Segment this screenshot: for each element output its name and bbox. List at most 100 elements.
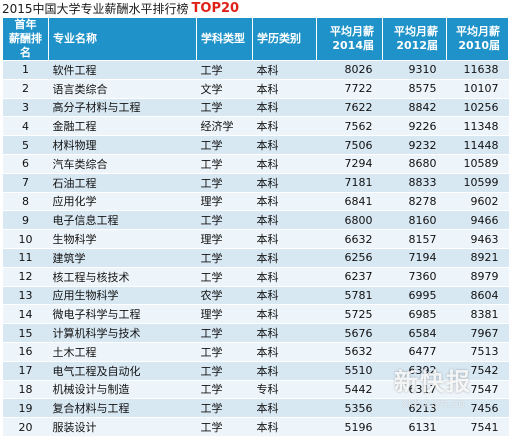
table-row: 15 计算机科学与技术 工学 本科 5676 6584 7967 [2, 323, 509, 343]
header-salary-2010-line1: 平均月薪 [456, 25, 500, 38]
table-row: 17 电气工程及自动化 工学 本科 5510 6392 7542 [2, 361, 509, 381]
header-salary-2012-line1: 平均月薪 [394, 25, 438, 38]
header-salary-2014: 平均月薪 2014届 [316, 17, 383, 61]
cell-rank: 19 [2, 398, 49, 419]
cell-salary-2010: 7456 [446, 398, 509, 419]
cell-salary-2014: 5196 [316, 417, 383, 437]
table-body: 1 软件工程 工学 本科 8026 9310 11638 2 语言类综合 文学 本科 7722 8575… [2, 60, 509, 437]
cell-rank: 4 [2, 116, 49, 137]
cell-level: 本科 [252, 98, 317, 118]
cell-salary-2012: 9232 [382, 135, 447, 155]
cell-level: 本科 [252, 323, 317, 343]
cell-salary-2014: 5632 [316, 342, 383, 362]
cell-major-name: 计算机科学与技术 [48, 323, 197, 343]
cell-category: 文学 [196, 79, 253, 99]
cell-level: 本科 [252, 398, 317, 419]
cell-category: 理学 [196, 192, 253, 212]
title-bar: 2015中国大学专业薪酬水平排行榜 TOP20 [0, 0, 510, 17]
header-salary-2010: 平均月薪 2010届 [446, 17, 509, 61]
cell-major-name: 金融工程 [48, 116, 197, 137]
cell-salary-2012: 9310 [382, 60, 447, 80]
table-row: 8 应用化学 理学 本科 6841 8278 9602 [2, 192, 509, 212]
cell-salary-2014: 5356 [316, 398, 383, 419]
cell-category: 理学 [196, 304, 253, 325]
cell-major-name: 高分子材料与工程 [48, 98, 197, 118]
cell-salary-2012: 6995 [382, 286, 447, 306]
cell-salary-2014: 7294 [316, 154, 383, 174]
cell-major-name: 软件工程 [48, 60, 197, 80]
cell-salary-2012: 6392 [382, 361, 447, 381]
cell-category: 工学 [196, 135, 253, 155]
table-row: 6 汽车类综合 工学 本科 7294 8680 10589 [2, 154, 509, 174]
cell-salary-2010: 9602 [446, 192, 509, 212]
cell-rank: 13 [2, 286, 49, 306]
cell-major-name: 建筑学 [48, 248, 197, 268]
cell-salary-2014: 5676 [316, 323, 383, 343]
cell-salary-2010: 7967 [446, 323, 509, 343]
cell-salary-2012: 7194 [382, 248, 447, 268]
cell-salary-2012: 8842 [382, 98, 447, 118]
cell-level: 本科 [252, 417, 317, 437]
cell-rank: 10 [2, 229, 49, 249]
cell-rank: 12 [2, 267, 49, 287]
cell-level: 本科 [252, 361, 317, 381]
cell-level: 本科 [252, 342, 317, 362]
cell-salary-2012: 8278 [382, 192, 447, 212]
cell-major-name: 土木工程 [48, 342, 197, 362]
cell-rank: 5 [2, 135, 49, 155]
cell-major-name: 电子信息工程 [48, 210, 197, 231]
table-row: 2 语言类综合 文学 本科 7722 8575 10107 [2, 79, 509, 99]
salary-ranking-table: 首年 薪酬排名 专业名称 学科类型 学历类别 平均月薪 2014届 平均月薪 2… [2, 17, 509, 437]
cell-salary-2010: 7547 [446, 380, 509, 400]
table-row: 1 软件工程 工学 本科 8026 9310 11638 [2, 60, 509, 80]
cell-level: 本科 [252, 229, 317, 249]
cell-category: 农学 [196, 286, 253, 306]
cell-level: 专科 [252, 380, 317, 400]
cell-major-name: 电气工程及自动化 [48, 361, 197, 381]
cell-category: 工学 [196, 98, 253, 118]
cell-category: 工学 [196, 154, 253, 174]
cell-major-name: 石油工程 [48, 173, 197, 193]
cell-rank: 1 [2, 60, 49, 80]
cell-rank: 15 [2, 323, 49, 343]
cell-major-name: 复合材料与工程 [48, 398, 197, 419]
cell-salary-2012: 7360 [382, 267, 447, 287]
cell-level: 本科 [252, 154, 317, 174]
cell-level: 本科 [252, 79, 317, 99]
header-category: 学科类型 [196, 17, 253, 61]
cell-level: 本科 [252, 248, 317, 268]
cell-major-name: 应用生物科学 [48, 286, 197, 306]
cell-salary-2010: 11348 [446, 116, 509, 137]
cell-category: 工学 [196, 267, 253, 287]
header-rank-line1: 首年 [14, 18, 37, 31]
cell-salary-2010: 8381 [446, 304, 509, 325]
cell-major-name: 机械设计与制造 [48, 380, 197, 400]
header-name: 专业名称 [48, 17, 197, 61]
table-row: 9 电子信息工程 工学 本科 6800 8160 9466 [2, 210, 509, 231]
cell-salary-2010: 7542 [446, 361, 509, 381]
cell-salary-2010: 7541 [446, 417, 509, 437]
header-rank: 首年 薪酬排名 [2, 17, 49, 61]
table-row: 20 服装设计 工学 本科 5196 6131 7541 [2, 417, 509, 437]
table-row: 7 石油工程 工学 本科 7181 8833 10599 [2, 173, 509, 193]
cell-salary-2014: 7722 [316, 79, 383, 99]
cell-category: 工学 [196, 323, 253, 343]
cell-salary-2010: 8979 [446, 267, 509, 287]
table-header: 首年 薪酬排名 专业名称 学科类型 学历类别 平均月薪 2014届 平均月薪 2… [2, 17, 509, 61]
cell-salary-2012: 8575 [382, 79, 447, 99]
cell-rank: 14 [2, 304, 49, 325]
cell-category: 工学 [196, 361, 253, 381]
table-row: 3 高分子材料与工程 工学 本科 7622 8842 10256 [2, 98, 509, 118]
cell-rank: 9 [2, 210, 49, 231]
page-title: 2015中国大学专业薪酬水平排行榜 [2, 2, 189, 16]
cell-salary-2014: 6237 [316, 267, 383, 287]
table-row: 16 土木工程 工学 本科 5632 6477 7513 [2, 342, 509, 362]
cell-category: 工学 [196, 210, 253, 231]
cell-rank: 2 [2, 79, 49, 99]
cell-salary-2012: 6317 [382, 380, 447, 400]
cell-major-name: 核工程与核技术 [48, 267, 197, 287]
table-row: 18 机械设计与制造 工学 专科 5442 6317 7547 [2, 380, 509, 400]
cell-salary-2010: 10589 [446, 154, 509, 174]
cell-level: 本科 [252, 135, 317, 155]
cell-salary-2012: 6213 [382, 398, 447, 419]
